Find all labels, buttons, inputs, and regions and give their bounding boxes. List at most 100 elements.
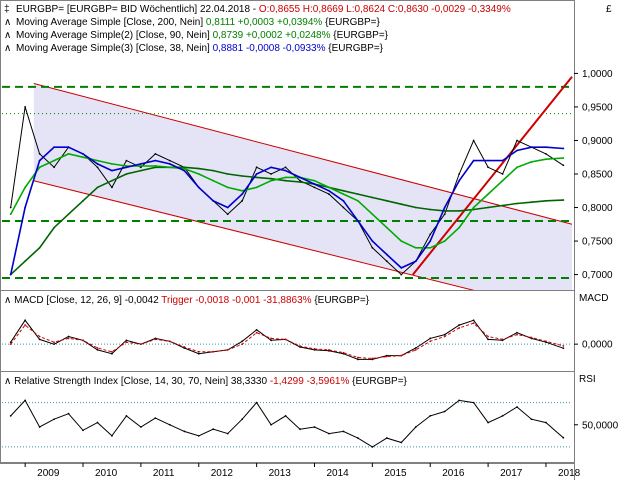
rsi-plot — [2, 399, 572, 448]
data-point-price-0 — [125, 159, 128, 162]
data-point-macd-1 — [545, 340, 547, 343]
data-point-price-2 — [328, 186, 330, 189]
macd-panel — [0, 290, 575, 372]
data-point-macd-1 — [168, 340, 171, 343]
data-point-price-0 — [241, 199, 244, 202]
x-axis: 2009 2010 2011 2012 2013 2014 2015 2016 2017 2018 — [0, 463, 581, 479]
data-point-price-3 — [458, 179, 461, 182]
data-point-price-3 — [328, 189, 330, 192]
data-point-price-3 — [545, 146, 547, 149]
data-point-price-1 — [154, 166, 157, 169]
data-point-rsi-0 — [545, 421, 547, 424]
data-point-price-3 — [400, 266, 403, 269]
series-line-macd-1 — [10, 322, 564, 360]
data-point-price-3 — [487, 159, 489, 162]
data-point-price-1 — [371, 196, 374, 199]
data-point-macd-1 — [400, 354, 403, 357]
data-point-price-1 — [125, 173, 128, 175]
data-point-price-2 — [356, 199, 359, 202]
data-point-macd-0 — [414, 347, 417, 349]
data-point-macd-1 — [125, 341, 128, 344]
rsi-legend-change: -1,4299 -3,5961% — [270, 376, 350, 387]
data-point-macd-0 — [9, 341, 12, 344]
data-point-price-1 — [299, 181, 301, 183]
x-tick-label: 2010 — [95, 468, 118, 479]
data-point-price-0 — [371, 246, 374, 249]
data-point-rsi-0 — [38, 426, 41, 428]
data-point-rsi-0 — [487, 421, 489, 424]
y-tick-label: 1,0000 — [582, 69, 613, 80]
data-point-price-2 — [53, 159, 55, 162]
data-point-price-2 — [255, 186, 258, 189]
x-tick-label: 2013 — [269, 468, 292, 479]
data-point-rsi-0 — [139, 426, 142, 428]
ma-icon: ∧ — [4, 43, 11, 54]
data-point-macd-0 — [255, 328, 258, 331]
data-point-rsi-0 — [255, 401, 258, 404]
ma90-legend-suffix: {EURGBP=} — [333, 30, 388, 41]
macd-label: MACD — [579, 293, 608, 304]
candle-icon: ‡ — [4, 4, 10, 15]
data-point-price-1 — [356, 193, 359, 196]
data-point-price-0 — [472, 139, 475, 142]
data-point-macd-1 — [284, 338, 287, 341]
data-point-price-2 — [96, 159, 99, 162]
data-point-rsi-0 — [9, 415, 12, 417]
data-point-price-2 — [429, 246, 432, 249]
data-point-rsi-0 — [313, 426, 316, 428]
data-point-price-3 — [139, 163, 142, 165]
data-point-price-2 — [24, 186, 27, 189]
data-point-price-0 — [516, 139, 518, 142]
data-point-price-3 — [385, 253, 388, 256]
data-point-price-2 — [414, 246, 417, 249]
data-point-price-2 — [443, 240, 446, 242]
data-point-price-3 — [313, 183, 316, 185]
data-point-macd-0 — [516, 331, 518, 334]
data-point-price-3 — [241, 193, 244, 196]
data-point-price-1 — [197, 167, 200, 170]
ma90-legend-values: 0,8739 +0,0002 +0,0248% — [213, 30, 331, 41]
data-point-rsi-0 — [24, 399, 27, 402]
data-point-price-3 — [299, 176, 301, 179]
data-point-macd-0 — [562, 347, 565, 350]
price-legend-ohlc: O:0,8655 H:0,8669 L:0,8624 C:0,8630 -0,0… — [259, 4, 511, 15]
svg-text:EURGBP= [EURGBP= BID Wöchentli: EURGBP= [EURGBP= BID Wöchentlich] 22.04.… — [16, 4, 511, 15]
data-point-price-3 — [356, 220, 359, 222]
data-point-price-2 — [168, 166, 171, 169]
data-point-price-3 — [371, 240, 374, 242]
data-point-rsi-0 — [212, 428, 215, 431]
data-point-price-1 — [530, 201, 533, 204]
data-point-price-0 — [501, 173, 504, 175]
data-point-price-1 — [545, 199, 547, 202]
ma-icon: ∧ — [4, 17, 11, 28]
data-point-price-3 — [67, 146, 70, 149]
data-point-price-2 — [284, 176, 287, 179]
x-tick-label: 2016 — [442, 468, 465, 479]
data-point-price-2 — [545, 158, 547, 161]
data-point-rsi-0 — [183, 430, 186, 433]
y-tick-label: 0,7000 — [582, 270, 613, 281]
ma38-legend-values: 0,8881 -0,0008 -0,0933% — [213, 43, 326, 54]
data-point-price-1 — [111, 179, 113, 182]
data-point-rsi-0 — [197, 434, 200, 437]
data-point-macd-1 — [24, 324, 27, 326]
data-point-price-1 — [487, 206, 489, 209]
data-point-macd-1 — [530, 336, 533, 339]
rsi-legend-text: Relative Strength Index [Close, 14, 30, … — [14, 376, 267, 387]
macd-legend-trigger: Trigger -0,0018 -0,001 -31,8863% — [161, 295, 311, 306]
data-point-macd-0 — [197, 352, 200, 355]
data-point-price-0 — [96, 166, 99, 169]
rsi-label: RSI — [579, 374, 596, 385]
data-point-price-0 — [284, 166, 287, 169]
y-axis: 0,7000 0,7500 0,8000 0,8500 0,9000 0,9500 1,00… — [574, 69, 619, 431]
data-point-price-1 — [226, 173, 229, 175]
data-point-price-1 — [429, 208, 432, 211]
data-point-price-2 — [9, 213, 12, 216]
svg-text:Moving Average Simple(3) [Clos: Moving Average Simple(3) [Close, 38, Nei… — [16, 43, 384, 54]
data-point-macd-1 — [371, 357, 374, 360]
data-point-price-0 — [168, 159, 171, 162]
data-point-macd-1 — [183, 346, 186, 348]
data-point-price-0 — [328, 193, 330, 196]
data-point-price-3 — [82, 152, 84, 155]
data-point-price-0 — [255, 166, 258, 169]
